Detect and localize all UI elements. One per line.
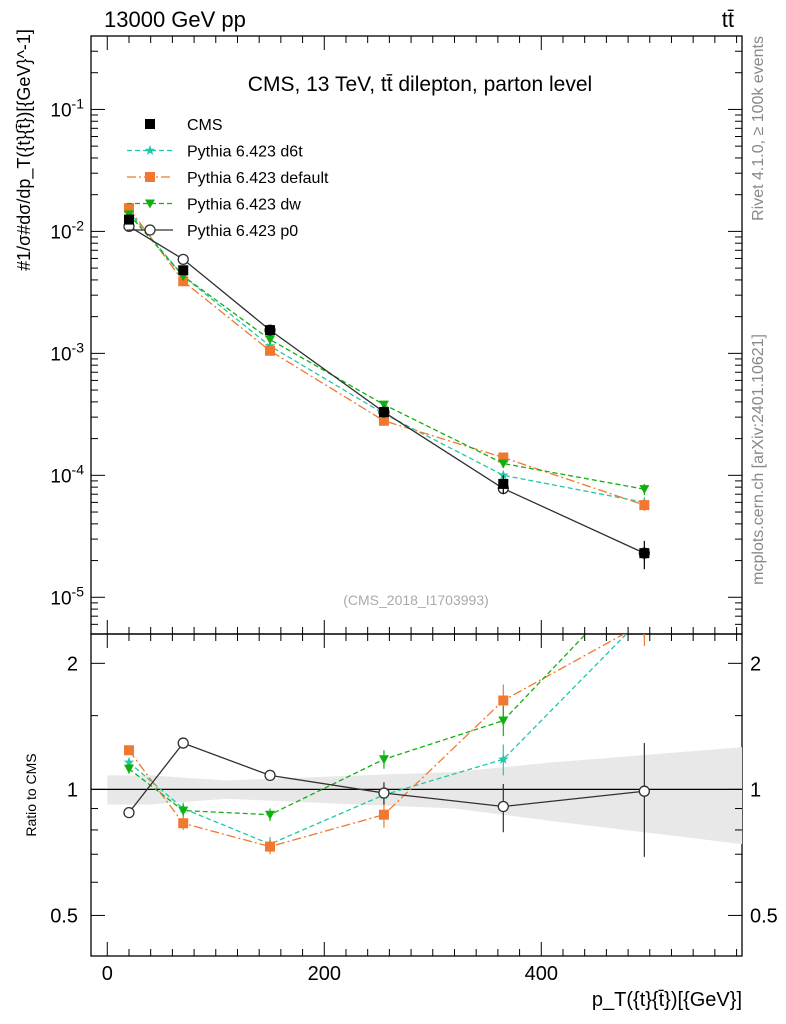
legend-label: Pythia 6.423 p0 [187, 223, 298, 240]
data-point [639, 610, 650, 620]
legend: CMS Pythia 6.423 d6t Pythia 6.423 default P… [127, 117, 329, 240]
cms-uncertainty-band [107, 747, 743, 845]
legend-item: Pythia 6.423 dw [127, 197, 301, 214]
series-line [128, 225, 645, 554]
data-point [497, 800, 509, 813]
legend-label: Pythia 6.423 default [187, 170, 329, 187]
data-point [378, 407, 389, 418]
data-point [264, 340, 276, 351]
ratio-y-tick-label-right: 0.5 [750, 905, 778, 927]
data-point [498, 452, 509, 463]
legend-item: Pythia 6.423 p0 [127, 223, 298, 240]
y-tick-label: 10-5 [50, 583, 84, 609]
data-point [178, 806, 189, 816]
series-cms [123, 214, 650, 570]
data-point [265, 810, 276, 820]
ratio-y-tick-label-left: 1 [67, 779, 78, 801]
data-point [178, 265, 189, 276]
data-point [498, 753, 509, 764]
series-pythia-6-423-dw [123, 568, 649, 822]
data-point [378, 400, 389, 410]
ratio-y-tick-label-right: 2 [750, 653, 761, 675]
data-point [639, 500, 650, 511]
data-point [639, 548, 650, 559]
data-point [177, 253, 189, 265]
ratio-panel: Ratio to CMS p_T({t}{t̄})[{GeV}] 0.5 0.5 1… [23, 568, 778, 1011]
data-point [639, 485, 650, 495]
data-point [638, 785, 650, 797]
ratio-y-axis-label: Ratio to CMS [23, 753, 39, 836]
data-point [178, 818, 189, 829]
ratio-y-tick-label-right: 1 [750, 779, 761, 801]
analysis-watermark: (CMS_2018_I1703993) [343, 592, 489, 608]
data-point [498, 469, 509, 480]
data-point [123, 764, 134, 774]
data-point [265, 345, 276, 356]
x-axis-label: p_T({t}{t̄})[{GeV}] [592, 989, 742, 1011]
y-tick-label: 10-4 [50, 461, 84, 487]
mcplots-label: mcplots.cern.ch [arXiv:2401.10621] [750, 334, 767, 585]
data-point [498, 695, 509, 706]
legend-marker [145, 199, 155, 209]
data-point [265, 325, 276, 336]
data-point [123, 745, 134, 756]
series-line [128, 211, 645, 504]
series-pythia-6-423-dw [123, 210, 650, 495]
y-tick-label: 10-2 [50, 217, 84, 243]
series-line [128, 634, 628, 845]
data-point [378, 787, 390, 799]
legend-item: Pythia 6.423 default [127, 170, 329, 187]
main-panel: CMS, 13 TeV, tt̄ dilepton, parton level … [14, 29, 743, 635]
series-line [128, 634, 626, 848]
data-point [639, 568, 649, 577]
data-point [498, 478, 509, 489]
main-y-axis-label: #1/σ#dσ/dp_T({t}{t̄})[{GeV}^-1] [14, 29, 35, 271]
series-pythia-6-423-p0 [123, 737, 650, 857]
series-line [128, 213, 645, 490]
data-point [123, 214, 134, 225]
data-point [498, 459, 509, 469]
y-tick-label: 10-3 [50, 339, 84, 365]
rivet-version-label: Rivet 4.1.0, ≥ 100k events [750, 36, 767, 221]
data-point [265, 841, 276, 852]
data-point [639, 618, 649, 628]
data-point [498, 716, 509, 726]
legend-label: Pythia 6.423 dw [187, 197, 301, 214]
x-tick-label: 200 [308, 963, 341, 985]
series-line [128, 634, 587, 816]
series-pythia-6-423-default [123, 203, 650, 511]
data-point [378, 809, 389, 820]
legend-item: Pythia 6.423 d6t [127, 144, 303, 161]
header-energy-label: 13000 GeV pp [104, 7, 246, 32]
legend-label: Pythia 6.423 d6t [187, 144, 303, 161]
data-point [265, 335, 276, 345]
series-line [128, 207, 645, 506]
legend-label: CMS [187, 117, 223, 134]
legend-marker [145, 172, 155, 182]
legend-marker [144, 224, 156, 236]
chart-title: CMS, 13 TeV, tt̄ dilepton, parton level [248, 73, 592, 96]
ratio-y-tick-label-left: 0.5 [50, 905, 78, 927]
x-tick-label: 400 [525, 963, 558, 985]
header-process-label: tt̄ [722, 7, 734, 32]
data-point [177, 737, 189, 749]
y-tick-label: 10-1 [50, 95, 84, 121]
series-pythia-6-423-d6t [123, 206, 650, 508]
data-point [378, 415, 389, 426]
legend-marker [145, 119, 155, 129]
series-line [128, 742, 645, 813]
data-point [123, 806, 135, 819]
data-point [123, 203, 134, 214]
series-pythia-6-423-p0 [123, 220, 650, 561]
x-tick-label: 0 [102, 963, 113, 985]
legend-item: CMS [145, 117, 223, 134]
data-point [178, 276, 189, 287]
ratio-y-tick-label-left: 2 [67, 653, 78, 675]
legend-marker [144, 145, 156, 155]
data-point [378, 755, 389, 765]
data-point [123, 756, 135, 767]
data-point [264, 769, 276, 782]
